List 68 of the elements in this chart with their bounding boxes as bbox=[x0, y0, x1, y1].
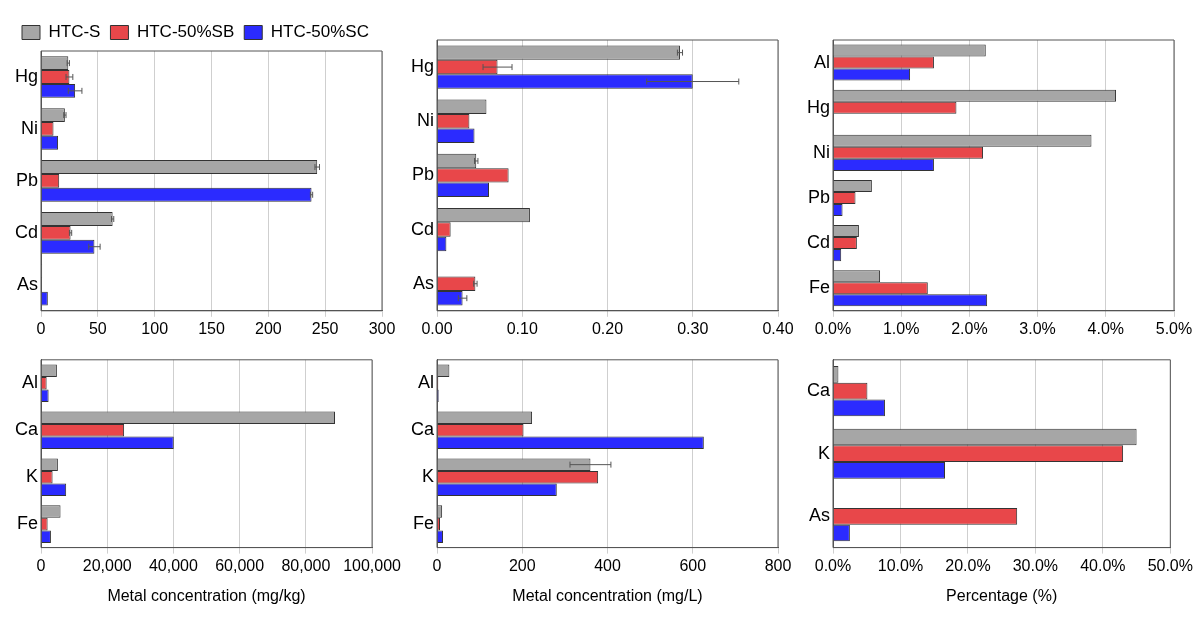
x-tick-label: 20,000 bbox=[82, 556, 132, 574]
x-tick-label: 200 bbox=[254, 319, 282, 337]
x-tick-label: 0.00 bbox=[421, 319, 453, 337]
x-tick-label: 0.0% bbox=[814, 319, 852, 337]
legend-label: HTC-S bbox=[48, 22, 101, 42]
y-tick-label: As bbox=[16, 273, 39, 294]
x-tick-label: 0.30 bbox=[677, 319, 709, 337]
x-tick-label: 10.0% bbox=[877, 556, 924, 574]
x-tick-label: 4.0% bbox=[1087, 319, 1125, 337]
x-tick-label: 1.0% bbox=[882, 319, 920, 337]
y-tick-label: Fe bbox=[16, 513, 39, 534]
y-tick-label: As bbox=[412, 272, 435, 293]
y-tick-label: K bbox=[817, 442, 831, 463]
x-tick-label: 0.0% bbox=[814, 556, 852, 574]
x-tick-label: 0.20 bbox=[591, 319, 624, 337]
x-tick-label: 50 bbox=[88, 319, 107, 337]
y-tick-label: Al bbox=[417, 372, 435, 393]
y-tick-label: Pb bbox=[411, 164, 435, 185]
y-tick-label: Hg bbox=[806, 96, 831, 117]
x-tick-label: 20.0% bbox=[945, 556, 991, 574]
y-tick-label: Al bbox=[813, 51, 831, 72]
x-tick-label: 600 bbox=[679, 556, 707, 574]
x-tick-label: 800 bbox=[764, 556, 792, 574]
y-tick-label: Ni bbox=[21, 117, 39, 138]
x-axis-title: Percentage (%) bbox=[946, 586, 1058, 604]
x-tick-label: 0 bbox=[36, 319, 46, 337]
x-tick-label: 150 bbox=[198, 319, 225, 337]
x-axis-title: Metal concentration (mg/L) bbox=[512, 586, 703, 604]
y-tick-label: Hg bbox=[410, 56, 435, 77]
x-tick-label: 400 bbox=[594, 556, 621, 574]
x-tick-label: 300 bbox=[368, 319, 396, 337]
y-tick-label: Fe bbox=[412, 513, 435, 534]
y-tick-label: Cd bbox=[806, 232, 831, 253]
y-tick-label: Cd bbox=[410, 218, 435, 239]
x-tick-label: 5.0% bbox=[1155, 319, 1193, 337]
y-tick-label: Pb bbox=[15, 169, 39, 190]
x-tick-label: 30.0% bbox=[1012, 556, 1059, 574]
x-tick-label: 0 bbox=[432, 556, 442, 574]
y-tick-label: Ni bbox=[813, 141, 831, 162]
x-axis-title: Metal concentration (mg/kg) bbox=[107, 586, 306, 604]
y-tick-label: As bbox=[808, 505, 831, 526]
y-tick-label: Cd bbox=[14, 221, 39, 242]
x-tick-label: 3.0% bbox=[1019, 319, 1056, 337]
legend-label: HTC-50%SC bbox=[270, 22, 369, 42]
x-tick-label: 100 bbox=[141, 319, 169, 337]
y-tick-label: Ca bbox=[410, 419, 435, 440]
x-tick-label: 250 bbox=[311, 319, 339, 337]
x-tick-label: 80,000 bbox=[281, 556, 331, 574]
x-tick-label: 200 bbox=[508, 556, 536, 574]
x-tick-label: 50.0% bbox=[1147, 556, 1193, 574]
y-tick-label: Al bbox=[21, 372, 39, 393]
x-tick-label: 100,000 bbox=[343, 556, 402, 574]
x-tick-label: 2.0% bbox=[951, 319, 988, 337]
y-tick-label: Pb bbox=[807, 186, 831, 207]
y-tick-label: Ca bbox=[14, 419, 39, 440]
y-tick-label: K bbox=[421, 466, 435, 487]
y-tick-label: K bbox=[25, 466, 39, 487]
y-tick-label: Hg bbox=[14, 65, 39, 86]
x-tick-label: 40.0% bbox=[1080, 556, 1126, 574]
y-tick-label: Fe bbox=[808, 277, 831, 298]
x-tick-label: 60,000 bbox=[215, 556, 265, 574]
x-tick-label: 0.40 bbox=[762, 319, 794, 337]
x-tick-label: 0.10 bbox=[506, 319, 538, 337]
y-tick-label: Ni bbox=[417, 110, 435, 131]
x-tick-label: 40,000 bbox=[148, 556, 199, 574]
y-tick-label: Ca bbox=[806, 380, 831, 401]
legend-label: HTC-50%SB bbox=[136, 22, 235, 42]
x-tick-label: 0 bbox=[36, 556, 46, 574]
